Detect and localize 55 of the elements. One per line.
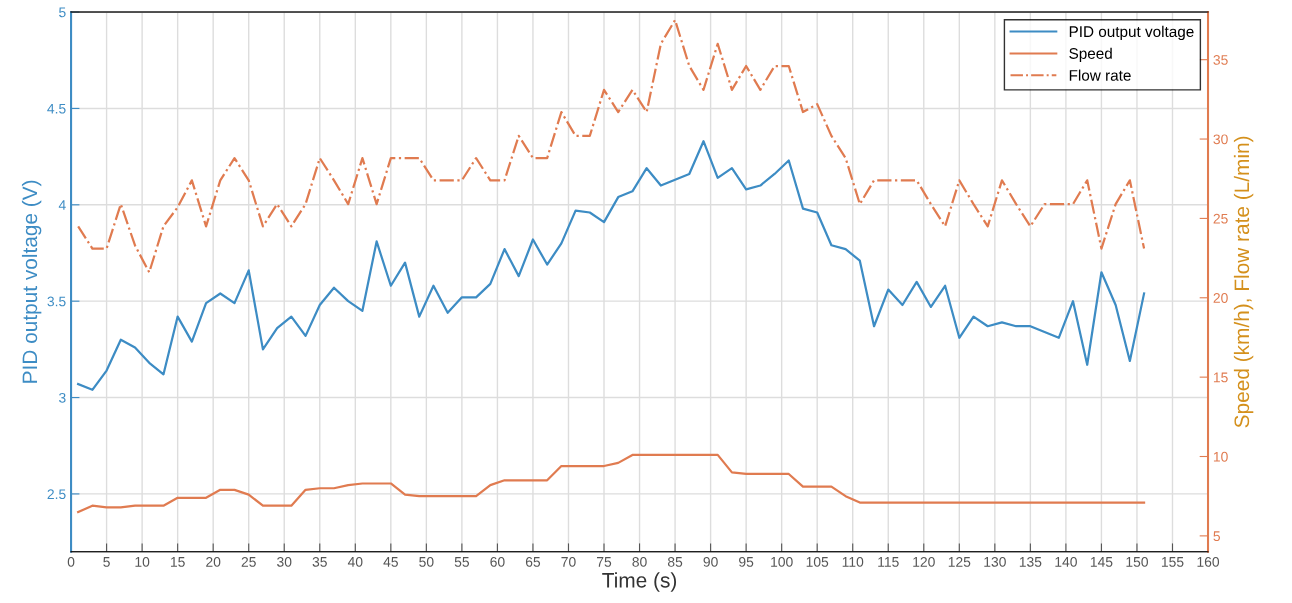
x-tick-label: 30 — [277, 556, 292, 567]
x-tick-label: 60 — [490, 556, 505, 567]
line-series — [77, 18, 1146, 274]
x-tick-label: 120 — [913, 556, 935, 567]
x-tick-label: 95 — [739, 556, 754, 567]
y2-tick-label: 35 — [1213, 55, 1228, 65]
y-tick-label: 5 — [59, 7, 66, 18]
x-tick-label: 155 — [1161, 557, 1184, 567]
x-tick-label: 50 — [419, 556, 434, 567]
line-series — [77, 453, 1146, 514]
x-tick-label: 65 — [525, 556, 541, 567]
x-tick-label: 45 — [383, 557, 398, 567]
y-tick-label: 2.5 — [47, 489, 66, 500]
y2-tick-label: 10 — [1213, 451, 1228, 462]
y-tick-label: 4.5 — [47, 103, 66, 114]
x-tick-label: 15 — [170, 557, 185, 567]
x-tick-label: 10 — [135, 556, 150, 567]
legend-label: Flow rate — [1069, 69, 1131, 81]
x-tick-label: 160 — [1197, 556, 1220, 567]
x-tick-label: 75 — [597, 557, 612, 567]
y-axis-title: PID output voltage (V) — [21, 180, 42, 383]
y-tick-label: 4 — [58, 200, 66, 210]
x-tick-label: 90 — [703, 556, 718, 567]
x-tick-label: 80 — [632, 556, 647, 567]
x-tick-label: 140 — [1055, 556, 1077, 567]
x-tick-label: 115 — [878, 557, 899, 567]
legend-label: Speed — [1069, 47, 1112, 62]
x-tick-label: 150 — [1126, 556, 1148, 567]
x-tick-label: 70 — [561, 556, 576, 567]
y2-tick-label: 30 — [1213, 134, 1228, 145]
x-tick-label: 40 — [347, 556, 363, 567]
x-tick-label: 0 — [67, 556, 75, 567]
x-tick-label: 55 — [454, 557, 470, 567]
x-tick-label: 135 — [1019, 556, 1042, 567]
y2-tick-label: 25 — [1213, 213, 1228, 224]
x-tick-label: 125 — [948, 556, 971, 567]
y2-axis-title: Speed (km/h), Flow rate (L/min) — [1233, 136, 1254, 428]
x-axis-title: Time (s) — [602, 572, 677, 592]
x-tick-label: 35 — [312, 556, 327, 567]
legend-label: PID output voltage — [1069, 25, 1194, 41]
y2-tick-label: 20 — [1213, 293, 1228, 303]
y2-tick-label: 5 — [1213, 531, 1221, 542]
x-tick-label: 145 — [1090, 557, 1113, 567]
y-tick-label: 3.5 — [47, 296, 66, 307]
x-tick-label: 110 — [842, 556, 864, 567]
x-tick-label: 85 — [667, 556, 683, 567]
x-tick-label: 105 — [806, 556, 829, 567]
y2-tick-label: 15 — [1213, 372, 1228, 383]
y-tick-label: 3 — [59, 392, 66, 403]
x-tick-label: 5 — [103, 557, 110, 567]
x-tick-label: 20 — [206, 556, 221, 567]
line-series — [77, 140, 1146, 391]
x-tick-label: 130 — [984, 556, 1006, 567]
x-tick-label: 25 — [241, 556, 256, 567]
x-tick-label: 100 — [771, 556, 793, 567]
